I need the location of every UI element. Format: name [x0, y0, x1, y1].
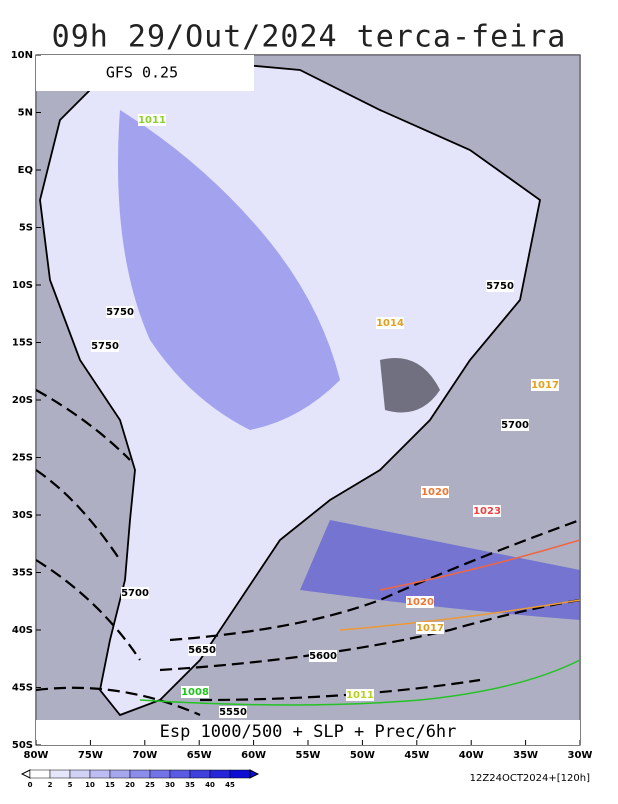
colorbar-label: 10: [85, 781, 95, 789]
contour-label: 1020: [406, 597, 434, 608]
colorbar-label: 40: [205, 781, 215, 789]
colorbar-swatch: [169, 769, 191, 779]
colorbar-swatch: [229, 769, 251, 779]
contour-label: 5650: [188, 645, 216, 656]
lat-label: 30S: [12, 510, 33, 521]
cloud-area: [380, 358, 440, 413]
lon-label: 50W: [350, 750, 375, 761]
contour-label-bg: [346, 689, 374, 701]
lat-label: 45S: [12, 683, 33, 694]
lon-label: 45W: [404, 750, 429, 761]
colorbar-arrow: [20, 769, 31, 779]
contour-label: 1020: [421, 487, 449, 498]
contour-label-bg: [181, 686, 209, 698]
colorbar-label: 2: [48, 781, 53, 789]
colorbar-swatch: [69, 769, 91, 779]
isobar: [379, 539, 581, 591]
contour-label: 5750: [486, 281, 514, 292]
precip-area: [118, 110, 340, 430]
lat-label: 5N: [18, 108, 33, 119]
lon-label: 55W: [296, 750, 321, 761]
contour-label-bg: [188, 644, 216, 656]
contour-label: 5600: [309, 651, 337, 662]
colorbar-swatch: [29, 769, 51, 779]
colorbar-swatch: [189, 769, 211, 779]
lon-label: 60W: [241, 750, 266, 761]
model-box: [36, 55, 254, 91]
colorbar-label: 15: [105, 781, 115, 789]
contour-label: 5750: [91, 341, 119, 352]
contour-label: 5550: [219, 707, 247, 718]
lat-label: 15S: [12, 338, 33, 349]
colorbar-label: 0: [28, 781, 33, 789]
geopotential-lines: [35, 389, 581, 717]
colorbar-label: 25: [145, 781, 155, 789]
map-title: 09h 29/Out/2024 terca-feira: [52, 20, 567, 55]
colorbar-label: 45: [225, 781, 235, 789]
lat-label: 5S: [19, 223, 33, 234]
lat-label: 35S: [12, 568, 33, 579]
contour-label: 5700: [501, 420, 529, 431]
contour-label: 1011: [346, 690, 374, 701]
contour-label-bg: [219, 706, 247, 718]
lon-label: 30W: [568, 750, 593, 761]
lon-label: 35W: [513, 750, 538, 761]
contour-label: 1008: [181, 687, 209, 698]
isobar: [339, 599, 581, 631]
colorbar-arrow: [249, 769, 260, 779]
contour-label-bg: [531, 379, 559, 391]
contour-label: 1023: [473, 506, 501, 517]
contour-label: 1014: [376, 318, 404, 329]
colorbar-label: 35: [185, 781, 195, 789]
model-label: GFS 0.25: [106, 64, 178, 82]
lon-label: 75W: [78, 750, 103, 761]
lat-label: 40S: [12, 625, 33, 636]
contour-label: 1017: [416, 623, 444, 634]
lat-label: 25S: [12, 453, 33, 464]
lat-label: 10N: [11, 50, 33, 61]
contour-label-bg: [106, 306, 134, 318]
lat-label: 10S: [12, 280, 33, 291]
contour-label-bg: [138, 114, 166, 126]
colorbar-swatch: [149, 769, 171, 779]
contour-label: 5700: [121, 588, 149, 599]
contour-label: 1011: [138, 115, 166, 126]
contour-label-bg: [421, 486, 449, 498]
precip-band: [300, 520, 580, 620]
colorbar-swatch: [129, 769, 151, 779]
lon-label: 65W: [187, 750, 212, 761]
contour-label-bg: [91, 340, 119, 352]
lon-label: 40W: [459, 750, 484, 761]
colorbar-swatch: [209, 769, 231, 779]
contour-label-bg: [486, 280, 514, 292]
contour-label-bg: [376, 317, 404, 329]
contour-label-bg: [416, 622, 444, 634]
map-area: GFS 0.25 Esp 1000/500 + SLP + Prec/6hr: [35, 54, 581, 746]
lat-label: 20S: [12, 395, 33, 406]
lat-label: EQ: [18, 165, 33, 176]
contour-label-bg: [501, 419, 529, 431]
contour-label: 1017: [531, 380, 559, 391]
lon-label: 80W: [24, 750, 49, 761]
colorbar-swatch: [49, 769, 71, 779]
contour-label-bg: [406, 596, 434, 608]
run-label: 12Z24OCT2024+[120h]: [470, 773, 590, 784]
colorbar-label: 20: [125, 781, 135, 789]
isobar: [139, 659, 581, 706]
colorbar-swatch: [109, 769, 131, 779]
colorbar-swatch: [89, 769, 111, 779]
footer-label: Esp 1000/500 + SLP + Prec/6hr: [160, 722, 457, 742]
colorbar-label: 5: [68, 781, 73, 789]
contour-label: 5750: [106, 307, 134, 318]
lon-label: 70W: [132, 750, 157, 761]
contour-label-bg: [473, 505, 501, 517]
contour-label-bg: [309, 650, 337, 662]
colorbar-label: 30: [165, 781, 175, 789]
lat-label: 50S: [12, 740, 33, 751]
contour-label-bg: [121, 587, 149, 599]
